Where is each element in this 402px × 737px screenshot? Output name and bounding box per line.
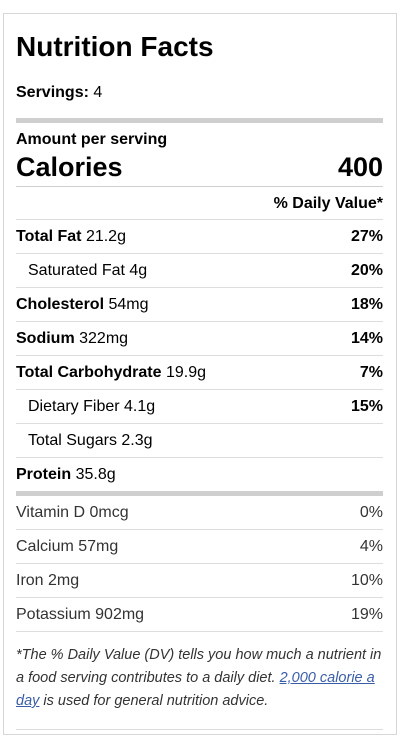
nutrient-name: Saturated Fat 4g bbox=[28, 261, 148, 279]
vitamin-name: Calcium 57mg bbox=[16, 537, 119, 555]
nutrient-row-dietary-fiber: Dietary Fiber 4.1g 15% bbox=[16, 390, 383, 424]
vitamin-row-vitamin-d: Vitamin D 0mcg 0% bbox=[16, 496, 383, 530]
nutrient-pct: 18% bbox=[350, 295, 383, 313]
nutrient-row-sodium: Sodium 322mg 14% bbox=[16, 322, 383, 356]
nutrient-pct: 14% bbox=[350, 329, 383, 347]
nutrition-label: Nutrition Facts Servings: 4 Amount per s… bbox=[3, 13, 397, 735]
nutrient-row-total-carbohydrate: Total Carbohydrate 19.9g 7% bbox=[16, 356, 383, 390]
daily-value-footnote: *The % Daily Value (DV) tells you how mu… bbox=[16, 647, 382, 709]
nutrient-name: Cholesterol 54mg bbox=[16, 295, 149, 313]
nutrient-pct: 27% bbox=[350, 227, 383, 245]
nutrient-name: Total Carbohydrate 19.9g bbox=[16, 363, 206, 381]
vitamin-pct: 10% bbox=[350, 571, 383, 589]
vitamin-row-calcium: Calcium 57mg 4% bbox=[16, 530, 383, 564]
nutrient-row-saturated-fat: Saturated Fat 4g 20% bbox=[16, 254, 383, 288]
calories-label: Calories bbox=[16, 152, 123, 182]
nutrient-name: Total Fat 21.2g bbox=[16, 227, 126, 245]
vitamin-pct: 0% bbox=[359, 503, 383, 521]
calorie-link[interactable]: 2,000 calorie a day bbox=[16, 670, 375, 709]
servings-value: 4 bbox=[93, 84, 103, 101]
nutrient-row-total-sugars: Total Sugars 2.3g bbox=[16, 424, 383, 458]
calories-value: 400 bbox=[337, 152, 383, 182]
thick-divider-vitamins bbox=[16, 491, 383, 496]
servings-label: Servings: bbox=[16, 84, 89, 101]
calories-divider bbox=[16, 186, 383, 187]
nutrient-name: Protein 35.8g bbox=[16, 465, 116, 483]
nutrient-row-protein: Protein 35.8g bbox=[16, 458, 383, 491]
vitamin-row-potassium: Potassium 902mg 19% bbox=[16, 598, 383, 632]
vitamin-row-iron: Iron 2mg 10% bbox=[16, 564, 383, 598]
daily-value-header: % Daily Value* bbox=[16, 187, 383, 220]
amount-per-serving: Amount per serving bbox=[16, 131, 168, 148]
nutrient-pct: 7% bbox=[359, 363, 383, 381]
nutrient-name: Dietary Fiber 4.1g bbox=[28, 397, 156, 415]
nutrient-name: Sodium 322mg bbox=[16, 329, 129, 347]
vitamin-pct: 4% bbox=[359, 537, 383, 555]
nutrient-pct: 15% bbox=[350, 397, 383, 415]
nutrient-row-cholesterol: Cholesterol 54mg 18% bbox=[16, 288, 383, 322]
nutrient-pct: 20% bbox=[350, 261, 383, 279]
nutrient-name: Total Sugars 2.3g bbox=[28, 431, 153, 449]
vitamin-pct: 19% bbox=[350, 605, 383, 623]
vitamin-name: Iron 2mg bbox=[16, 571, 80, 589]
vitamin-name: Potassium 902mg bbox=[16, 605, 145, 623]
vitamin-name: Vitamin D 0mcg bbox=[16, 503, 129, 521]
thick-divider bbox=[16, 118, 383, 123]
servings-line: Servings: 4 bbox=[16, 83, 383, 103]
nutrient-row-total-fat: Total Fat 21.2g 27% bbox=[16, 220, 383, 254]
label-title: Nutrition Facts bbox=[16, 31, 214, 62]
bottom-divider bbox=[16, 729, 383, 730]
calories-row: Calories 400 bbox=[16, 150, 383, 184]
